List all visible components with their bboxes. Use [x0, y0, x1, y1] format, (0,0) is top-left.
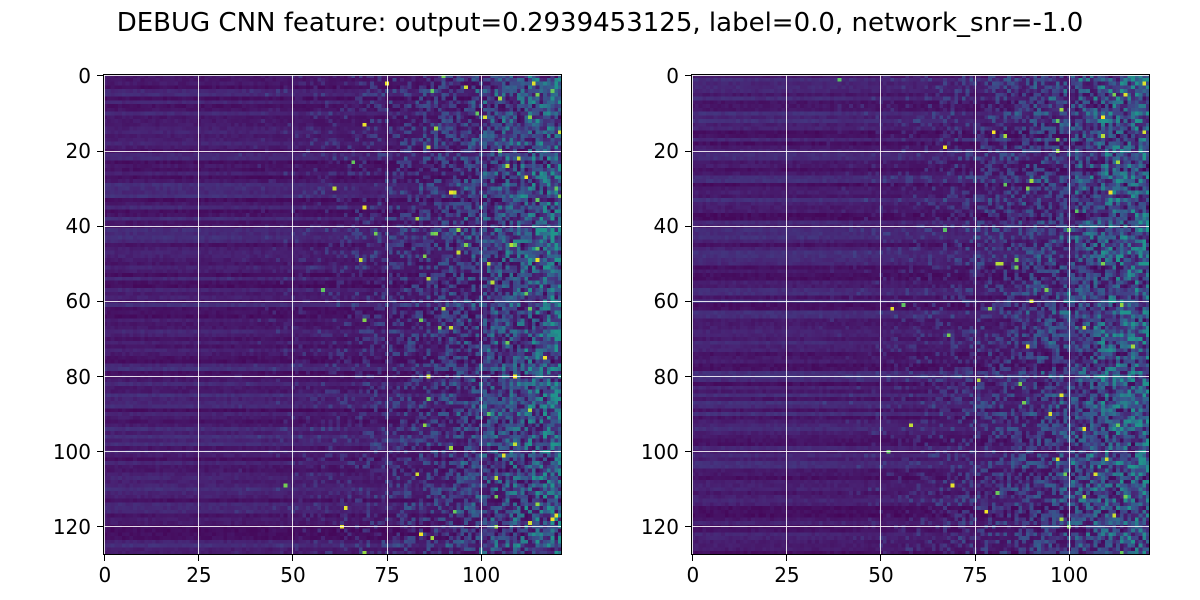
y-tick-mark [685, 300, 691, 302]
y-tick-label: 0 [78, 63, 91, 88]
x-tick-mark [386, 555, 388, 561]
y-tick-mark [97, 225, 103, 227]
y-gridline [691, 150, 1150, 152]
x-gridline [692, 74, 694, 555]
x-tick-mark [786, 555, 788, 561]
y-tick-mark [97, 150, 103, 152]
y-tick-label: 40 [65, 214, 91, 239]
y-gridline [691, 300, 1150, 302]
x-tick-mark [1068, 555, 1070, 561]
x-tick-label: 0 [98, 563, 112, 587]
x-tick-mark [974, 555, 976, 561]
y-tick-label: 20 [65, 139, 91, 164]
x-gridline [880, 74, 882, 555]
heatmap-image [691, 74, 1150, 555]
x-tick-mark [692, 555, 694, 561]
y-tick-label: 120 [640, 514, 679, 539]
x-tick-label: 25 [774, 563, 800, 587]
y-tick-label: 20 [653, 139, 679, 164]
y-tick-mark [685, 150, 691, 152]
x-tick-label: 100 [462, 563, 501, 587]
y-tick-mark [97, 451, 103, 453]
y-tick-mark [97, 75, 103, 77]
x-gridline [386, 74, 388, 555]
y-gridline [691, 75, 1150, 77]
x-gridline [974, 74, 976, 555]
y-tick-label: 0 [666, 63, 679, 88]
x-tick-label: 50 [280, 563, 306, 587]
y-gridline [103, 75, 562, 77]
y-gridline [103, 526, 562, 528]
y-tick-label: 80 [65, 364, 91, 389]
y-gridline [691, 225, 1150, 227]
y-gridline [103, 225, 562, 227]
y-tick-label: 100 [640, 439, 679, 464]
x-gridline [786, 74, 788, 555]
x-gridline [198, 74, 200, 555]
x-tick-mark [880, 555, 882, 561]
x-tick-label: 25 [186, 563, 212, 587]
x-gridline [480, 74, 482, 555]
y-gridline [103, 376, 562, 377]
y-tick-mark [685, 451, 691, 453]
y-tick-label: 60 [65, 289, 91, 314]
y-gridline [103, 451, 562, 453]
figure-title: DEBUG CNN feature: output=0.2939453125, … [116, 8, 1084, 38]
y-tick-mark [685, 75, 691, 77]
x-tick-mark [480, 555, 482, 561]
axes-frame [691, 74, 1150, 555]
y-gridline [103, 150, 562, 152]
y-tick-mark [97, 526, 103, 528]
y-tick-label: 120 [52, 514, 91, 539]
x-tick-mark [198, 555, 200, 561]
y-tick-mark [97, 376, 103, 377]
x-tick-label: 0 [686, 563, 700, 587]
x-tick-label: 50 [868, 563, 894, 587]
y-gridline [691, 451, 1150, 453]
y-tick-mark [685, 376, 691, 377]
y-tick-label: 100 [52, 439, 91, 464]
y-tick-mark [685, 225, 691, 227]
y-gridline [103, 300, 562, 302]
y-tick-label: 40 [653, 214, 679, 239]
x-gridline [104, 74, 106, 555]
x-gridline [292, 74, 294, 555]
y-tick-label: 80 [653, 364, 679, 389]
heatmap-image [103, 74, 562, 555]
x-gridline [1068, 74, 1070, 555]
x-tick-label: 100 [1050, 563, 1089, 587]
axes-frame [103, 74, 562, 555]
x-tick-mark [292, 555, 294, 561]
y-tick-mark [97, 300, 103, 302]
y-tick-mark [685, 526, 691, 528]
y-gridline [691, 376, 1150, 377]
x-tick-mark [104, 555, 106, 561]
x-tick-label: 75 [962, 563, 988, 587]
x-tick-label: 75 [374, 563, 400, 587]
y-gridline [691, 526, 1150, 528]
y-tick-label: 60 [653, 289, 679, 314]
